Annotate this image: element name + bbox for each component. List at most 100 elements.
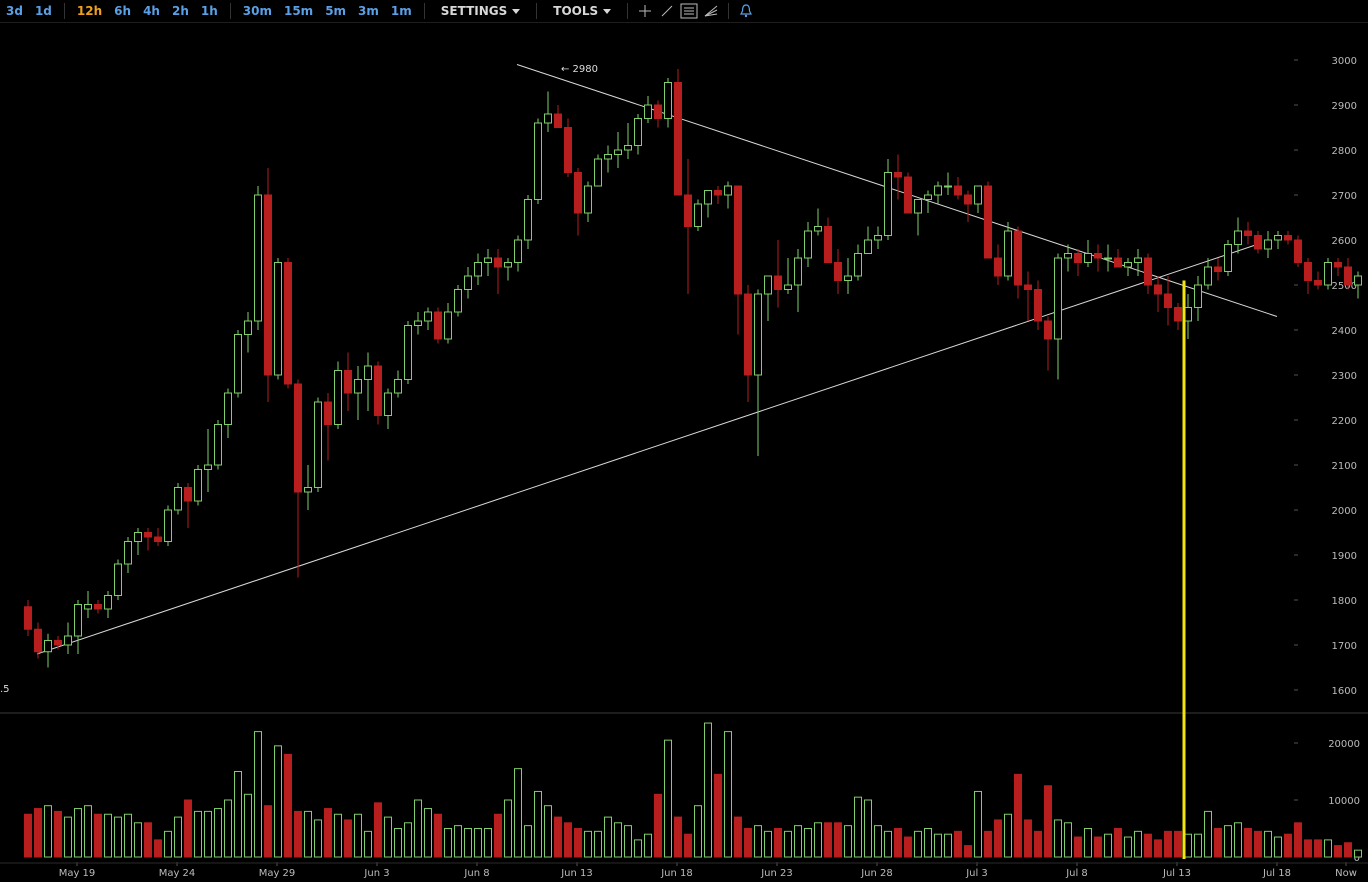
volume-tick-label: 10000: [1328, 796, 1360, 807]
volume-bar-up: [804, 828, 812, 858]
candle-body-up: [694, 203, 702, 227]
candle-body-down: [1294, 239, 1302, 263]
candle-body-up: [614, 149, 622, 155]
volume-bar-up: [944, 833, 952, 858]
volume-bar-down: [1254, 830, 1262, 858]
interval-12h-button[interactable]: 12h: [76, 4, 103, 18]
candle-body-down: [1174, 307, 1182, 322]
interval-2h-button[interactable]: 2h: [171, 4, 189, 18]
candle-body-up: [884, 172, 892, 236]
price-tick-label: 1800: [1332, 596, 1357, 607]
date-tick-label: May 19: [59, 868, 96, 879]
price-tick-label: 2600: [1332, 236, 1357, 247]
candle-body-down: [284, 262, 292, 385]
volume-bar-up: [104, 813, 112, 858]
price-chart[interactable]: 1600 1700 1800 1900 2000 2100 2200 2300 2400 2500…: [0, 23, 1368, 882]
volume-bar-up: [764, 830, 772, 858]
volume-bar-up: [274, 745, 282, 858]
candle-body-up: [594, 158, 602, 187]
volume-bar-up: [124, 813, 132, 858]
candle-body-down: [1244, 230, 1252, 236]
volume-bar-up: [1274, 836, 1282, 858]
range-3d-button[interactable]: 3d: [6, 4, 23, 18]
candle-body-up: [404, 325, 412, 380]
candle-body-down: [824, 226, 832, 263]
volume-bar-up: [354, 813, 362, 858]
candle-body-down: [834, 262, 842, 281]
candle-body-up: [114, 563, 122, 596]
date-tick-label: Now: [1335, 868, 1357, 879]
candle-body-down: [744, 293, 752, 376]
interval-15m-button[interactable]: 15m: [283, 4, 314, 18]
candle-body-up: [754, 293, 762, 376]
volume-bar-up: [864, 799, 872, 858]
interval-4h-button[interactable]: 4h: [143, 4, 160, 18]
volume-bar-up: [1354, 849, 1362, 858]
volume-bar-down: [1244, 828, 1252, 858]
volume-bar-up: [794, 825, 802, 858]
alert-bell-icon[interactable]: [735, 0, 757, 22]
volume-bar-up: [704, 722, 712, 858]
volume-bar-up: [454, 825, 462, 858]
volume-bar-down: [94, 813, 102, 858]
candle-body-down: [1024, 284, 1032, 290]
crosshair-icon[interactable]: [634, 0, 656, 22]
interval-6h-button[interactable]: 6h: [114, 4, 132, 18]
candle-body-up: [454, 289, 462, 313]
candle-body-up: [934, 185, 942, 196]
toolbar-divider: [728, 3, 730, 19]
candle-body-down: [574, 172, 582, 214]
candle-body-up: [724, 185, 732, 196]
candle-body-down: [774, 275, 782, 290]
interval-5m-button[interactable]: 5m: [325, 4, 347, 18]
candle-body-down: [154, 536, 162, 542]
candle-body-up: [164, 509, 172, 542]
volume-bar-up: [194, 810, 202, 858]
chevron-down-icon: [603, 8, 612, 14]
chevron-down-icon: [512, 8, 521, 14]
volume-bar-down: [184, 799, 192, 858]
interval-30m-button[interactable]: 30m: [242, 4, 272, 18]
volume-tick-label: 20000: [1328, 739, 1360, 750]
interval-1h-button[interactable]: 1h: [200, 4, 218, 18]
volume-bar-up: [444, 828, 452, 858]
candle-body-up: [134, 532, 142, 542]
volume-bar-up: [664, 739, 672, 858]
tools-menu[interactable]: TOOLS: [543, 0, 621, 22]
candle-body-down: [554, 113, 562, 128]
toolbar-divider: [63, 3, 65, 19]
volume-bar-up: [314, 819, 322, 858]
volume-bar-up: [844, 825, 852, 858]
fan-icon[interactable]: [700, 0, 722, 22]
candle-body-up: [1354, 275, 1362, 286]
interval-3m-button[interactable]: 3m: [358, 4, 379, 18]
volume-bar-down: [1304, 839, 1312, 858]
volume-bar-down: [894, 828, 902, 858]
candle-body-up: [584, 185, 592, 214]
candle-body-up: [874, 235, 882, 241]
volume-bar-down: [1284, 833, 1292, 858]
volume-bar-up: [594, 830, 602, 858]
date-tick-label: Jun 23: [760, 868, 793, 879]
volume-bar-up: [414, 799, 422, 858]
price-tick-label: 2800: [1332, 146, 1357, 157]
candle-body-down: [34, 628, 42, 653]
candle-body-down: [564, 127, 572, 173]
volume-bar-down: [994, 819, 1002, 858]
price-tick-label: 2900: [1332, 101, 1357, 112]
candle-body-down: [1034, 289, 1042, 322]
line-draw-icon[interactable]: [656, 0, 678, 22]
volume-bar-up: [254, 731, 262, 858]
candle-body-up: [74, 604, 82, 637]
toolbar-divider: [536, 3, 538, 19]
volume-bar-down: [564, 822, 572, 858]
candle-body-up: [794, 257, 802, 286]
horizontal-lines-icon[interactable]: [678, 0, 700, 22]
volume-bar-down: [1314, 839, 1322, 858]
volume-bar-down: [1344, 842, 1352, 858]
settings-menu[interactable]: SETTINGS: [431, 0, 531, 22]
volume-bar-down: [24, 813, 32, 858]
range-1d-button[interactable]: 1d: [34, 4, 52, 18]
price-tick-label: 2400: [1332, 326, 1357, 337]
interval-1m-button[interactable]: 1m: [390, 4, 412, 18]
